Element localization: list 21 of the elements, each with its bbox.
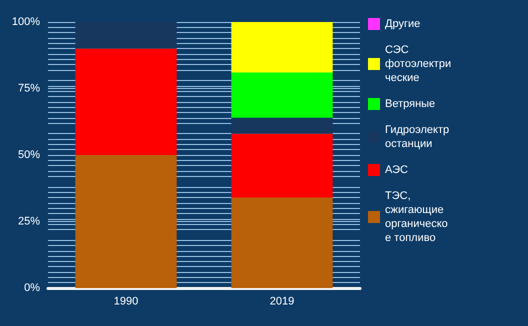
legend-label: АЭС — [385, 164, 408, 176]
y-tick-label: 75% — [18, 82, 40, 94]
bar — [231, 198, 333, 288]
x-tick-label: 2019 — [270, 296, 294, 308]
y-tick-label: 0% — [24, 282, 40, 294]
legend-label: Другие — [385, 18, 420, 30]
bar — [231, 134, 333, 198]
bar — [75, 155, 177, 288]
y-tick-label: 100% — [12, 16, 40, 28]
y-tick-label: 25% — [18, 216, 40, 228]
legend-label: СЭС фотоэлектрические — [385, 44, 452, 84]
legend-label: ТЭС, сжигающие органическое топливо — [385, 190, 448, 244]
bar — [231, 22, 333, 73]
bar — [231, 118, 333, 134]
x-tick-label: 1990 — [114, 296, 138, 308]
bar — [231, 72, 333, 118]
bar — [75, 22, 177, 49]
legend-label: Ветряные — [385, 98, 436, 110]
bar — [75, 48, 177, 155]
y-tick-label: 50% — [18, 149, 40, 161]
legend-label: Гидроэлектростанции — [385, 124, 450, 150]
